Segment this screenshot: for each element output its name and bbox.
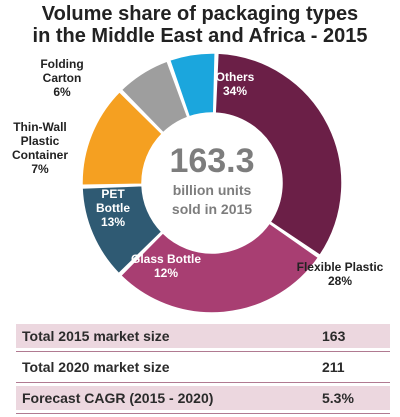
slice-pet-bottle [81, 90, 164, 187]
donut-slices [81, 52, 343, 314]
market-stats-table: Total 2015 market size 163 Total 2020 ma… [16, 324, 390, 417]
slice-percent: 34% [223, 84, 247, 98]
slice-name: Folding [40, 57, 83, 71]
chart-title-line-2: in the Middle East and Africa - 2015 [33, 25, 368, 47]
chart-title-line-1: Volume share of packaging types [42, 3, 358, 25]
stat-label: Total 2015 market size [22, 328, 170, 344]
stat-row-cagr: Forecast CAGR (2015 - 2020) 5.3% [16, 386, 390, 410]
slice-percent: 7% [31, 162, 49, 176]
slice-label: Folding Carton 6% [40, 57, 83, 99]
slice-name: Flexible Plastic [297, 260, 384, 274]
stat-label: Total 2020 market size [22, 359, 170, 375]
stat-value: 163 [322, 328, 346, 344]
slice-name: Plastic [21, 134, 60, 148]
slice-label: Flexible Plastic 28% [297, 260, 384, 288]
slice-thin-wall-plastic-container [120, 60, 189, 134]
slice-labels: Others 34% Flexible Plastic 28% Glass Bottle… [12, 57, 384, 288]
slice-name: Glass Bottle [131, 252, 201, 266]
slice-folding-carton [168, 52, 216, 118]
divider [16, 351, 390, 352]
slice-flexible-plastic [119, 222, 320, 314]
center-caption-line-1: billion units [173, 182, 252, 198]
slice-label: Others 34% [216, 70, 255, 98]
slice-percent: 6% [53, 85, 71, 99]
slice-glass-bottle [81, 184, 163, 275]
divider [16, 413, 390, 414]
slice-name: Container [12, 148, 68, 162]
slice-percent: 12% [154, 266, 178, 280]
donut-chart: Volume share of packaging types in the M… [12, 3, 384, 314]
stat-label: Forecast CAGR (2015 - 2020) [22, 390, 214, 406]
slice-percent: 13% [101, 215, 125, 229]
slice-name: Carton [43, 71, 82, 85]
slice-name: Others [216, 70, 255, 84]
slice-others [214, 52, 343, 257]
slice-name: Thin-Wall [13, 120, 67, 134]
stat-row-2015: Total 2015 market size 163 [16, 324, 390, 348]
center-total-value: 163.3 [169, 142, 254, 180]
center-caption-line-2: sold in 2015 [172, 201, 252, 217]
divider [16, 382, 390, 383]
slice-name: PET [101, 187, 125, 201]
stat-value: 5.3% [322, 390, 354, 406]
stat-value: 211 [322, 359, 345, 375]
slice-label: PET Bottle 13% [96, 187, 130, 229]
slice-label: Glass Bottle 12% [131, 252, 201, 280]
slice-label: Thin-Wall Plastic Container 7% [12, 120, 68, 176]
stat-row-2020: Total 2020 market size 211 [16, 355, 390, 379]
slice-name: Bottle [96, 201, 130, 215]
slice-percent: 28% [328, 274, 352, 288]
